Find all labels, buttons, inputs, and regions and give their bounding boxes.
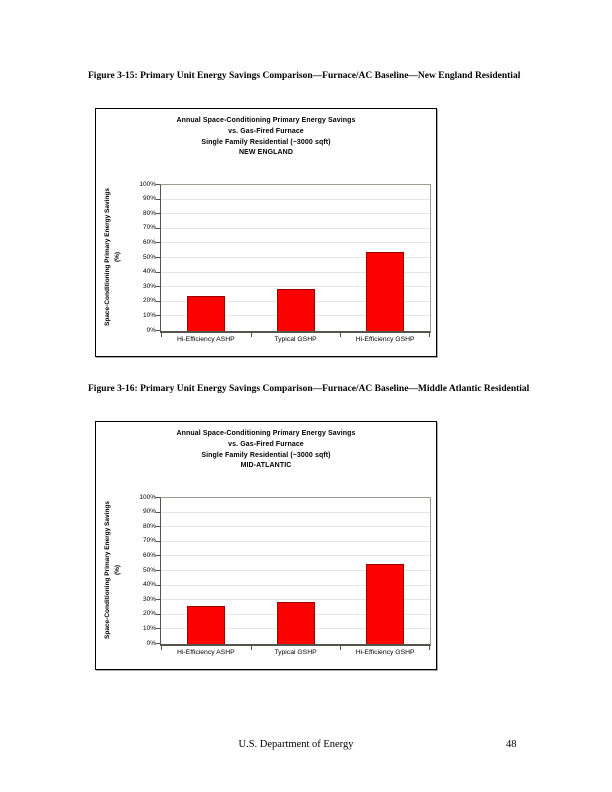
y-tick-label: 70% <box>142 537 156 545</box>
figure-3-15-caption: Figure 3-15: Primary Unit Energy Savings… <box>88 71 521 81</box>
bar-hi-efficiency-gshp <box>366 252 405 331</box>
y-tick-label: 20% <box>142 610 156 618</box>
chart-title-block: Annual Space-Conditioning Primary Energy… <box>96 116 436 159</box>
chart-title-line: vs. Gas-Fired Furnace <box>228 440 304 448</box>
x-tick-mark <box>161 333 162 337</box>
gridline <box>161 540 430 542</box>
gridline <box>161 526 430 528</box>
y-tick-label: 40% <box>142 268 156 276</box>
gridline <box>161 286 430 288</box>
gridline <box>161 242 430 244</box>
y-tick-mark <box>156 227 160 229</box>
y-tick-label: 20% <box>142 297 156 305</box>
y-tick-mark <box>156 184 160 185</box>
x-tick-mark <box>340 646 341 650</box>
y-tick-mark <box>156 315 160 317</box>
y-tick-mark <box>156 271 160 273</box>
y-tick-label: 10% <box>142 311 156 319</box>
chart-new-england: Annual Space-Conditioning Primary Energy… <box>95 108 437 357</box>
y-tick-label: 10% <box>142 624 156 632</box>
y-tick-mark <box>156 511 160 513</box>
bar-hi-efficiency-ashp <box>186 606 225 644</box>
y-tick-label: 80% <box>142 522 156 530</box>
gridline <box>161 511 430 513</box>
chart-title-line: NEW ENGLAND <box>239 149 293 157</box>
chart-title-line: Annual Space-Conditioning Primary Energy… <box>176 117 356 124</box>
figure-3-16-caption: Figure 3-16: Primary Unit Energy Savings… <box>88 384 530 394</box>
y-tick-label: 100% <box>139 180 156 188</box>
y-tick-label: 0% <box>146 639 156 647</box>
y-tick-label: 70% <box>142 224 156 232</box>
plot-area: 0% 10% 20% 30% 40% 50% 60% 70% 80% 90% 100% Hi-Effi… <box>139 181 431 343</box>
x-tick-mark <box>429 646 430 650</box>
gridline <box>161 213 430 215</box>
gridline <box>161 227 430 229</box>
x-tick-mark <box>251 333 252 337</box>
x-category-label: Hi-Efficiency ASHP <box>176 649 235 656</box>
y-tick-mark <box>156 613 160 615</box>
chart-title-line: MID-ATLANTIC <box>240 462 292 470</box>
footer-text: U.S. Department of Energy <box>238 739 354 750</box>
chart-title-line: Single Family Residential (~3000 sqft) <box>201 451 331 459</box>
gridline <box>161 584 430 586</box>
y-tick-mark <box>156 257 160 258</box>
bar-typical-gshp <box>276 601 315 644</box>
plot-area: 0% 10% 20% 30% 40% 50% 60% 70% 80% 90% 100% Hi-Effi… <box>139 494 431 656</box>
x-category-label: Hi-Efficiency GSHP <box>355 336 415 343</box>
y-tick-mark <box>156 555 160 557</box>
y-tick-mark <box>156 628 160 630</box>
x-tick-mark <box>429 333 430 337</box>
page-number: 48 <box>506 739 517 750</box>
y-tick-mark <box>156 540 160 542</box>
y-tick-mark <box>156 643 160 644</box>
chart-mid-atlantic: Annual Space-Conditioning Primary Energy… <box>95 421 437 670</box>
y-tick-label: 50% <box>142 566 156 574</box>
y-tick-label: 90% <box>142 195 156 203</box>
y-tick-mark <box>156 198 160 200</box>
x-category-label: Typical GSHP <box>274 649 317 656</box>
y-tick-mark <box>156 497 160 498</box>
gridline <box>161 570 430 571</box>
chart-title-line: vs. Gas-Fired Furnace <box>228 127 304 135</box>
x-category-label: Hi-Efficiency ASHP <box>176 336 235 343</box>
y-tick-label: 100% <box>139 493 156 501</box>
y-tick-label: 90% <box>142 508 156 516</box>
y-tick-label: 50% <box>142 253 156 261</box>
x-tick-mark <box>340 333 341 337</box>
y-tick-mark <box>156 300 160 302</box>
y-tick-mark <box>156 286 160 288</box>
gridline <box>161 198 430 200</box>
y-tick-mark <box>156 213 160 215</box>
bar-hi-efficiency-gshp <box>366 563 405 644</box>
x-category-label: Typical GSHP <box>274 336 317 343</box>
y-tick-label: 60% <box>142 551 156 559</box>
y-tick-mark <box>156 330 160 331</box>
y-tick-label: 0% <box>146 326 156 334</box>
chart-title-line: Annual Space-Conditioning Primary Energy… <box>176 430 356 437</box>
y-tick-mark <box>156 599 160 601</box>
x-category-label: Hi-Efficiency GSHP <box>355 649 415 656</box>
gridline <box>161 555 430 557</box>
y-tick-mark <box>156 242 160 244</box>
gridline <box>161 599 430 601</box>
x-tick-mark <box>161 646 162 650</box>
chart-title-line: Single Family Residential (~3000 sqft) <box>201 138 331 146</box>
x-tick-mark <box>251 646 252 650</box>
y-tick-mark <box>156 526 160 528</box>
y-tick-label: 40% <box>142 581 156 589</box>
y-tick-label: 60% <box>142 238 156 246</box>
y-tick-mark <box>156 584 160 586</box>
y-tick-label: 30% <box>142 595 156 603</box>
y-tick-mark <box>156 570 160 571</box>
y-tick-label: 30% <box>142 282 156 290</box>
y-tick-label: 80% <box>142 209 156 217</box>
bar-typical-gshp <box>276 288 315 331</box>
gridline <box>161 257 430 258</box>
chart-title-block: Annual Space-Conditioning Primary Energy… <box>96 429 436 472</box>
gridline <box>161 271 430 273</box>
bar-hi-efficiency-ashp <box>186 295 225 331</box>
